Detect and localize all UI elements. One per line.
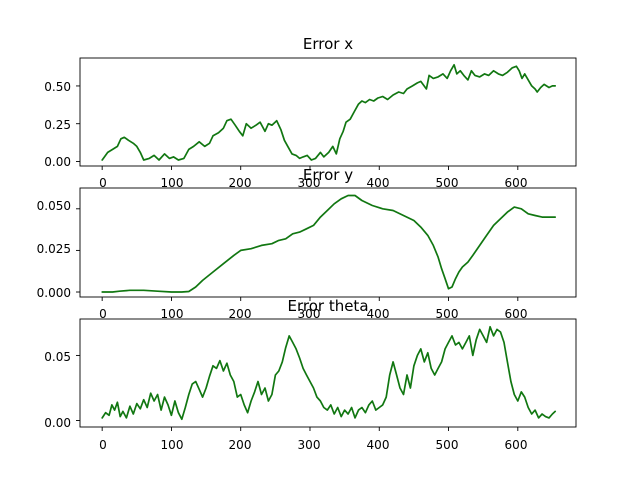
error-x-ytick-label: 0.25 — [44, 118, 71, 132]
error-y-plot-area — [76, 194, 557, 301]
error-y-xtick-label: 100 — [161, 307, 184, 321]
error-y-ytick-label: 0.025 — [37, 242, 71, 256]
error-x-plot-area — [76, 63, 557, 170]
error-y-title: Error y — [303, 166, 353, 184]
error-theta-ytick-label: 0.05 — [44, 350, 71, 364]
error-y-ytick-label: 0.000 — [37, 286, 71, 300]
error-x-xtick-label: 200 — [229, 176, 252, 190]
error-x-ytick-labels: 0.00 0.25 0.50 — [44, 80, 71, 169]
error-x-xtick-label: 600 — [505, 176, 528, 190]
error-theta-xtick-label: 300 — [298, 438, 321, 452]
error-x-ytick-label: 0.00 — [44, 155, 71, 169]
error-theta-xtick-label: 500 — [436, 438, 459, 452]
error-x-xtick-label: 300 — [298, 176, 321, 190]
error-y-xtick-label: 300 — [298, 307, 321, 321]
error-x-ytick-label: 0.50 — [44, 80, 71, 94]
error-x-axes-frame — [79, 57, 577, 167]
error-x-title: Error x — [303, 35, 353, 53]
error-theta-series-line — [101, 325, 557, 421]
error-x-xtick-label: 500 — [436, 176, 459, 190]
error-theta-panel: 0.00 0.05 0 100 200 300 400 500 600 Erro… — [44, 297, 577, 452]
error-x-xtick-label: 100 — [161, 176, 184, 190]
error-x-xtick-label: 400 — [367, 176, 390, 190]
error-theta-xtick-labels: 0 100 200 300 400 500 600 — [99, 438, 527, 452]
error-x-xtick-label: 0 — [99, 176, 107, 190]
error-theta-xtick-label: 100 — [161, 438, 184, 452]
error-y-series-line — [101, 194, 557, 293]
error-y-axes-frame — [79, 187, 577, 298]
error-theta-xtick-label: 400 — [367, 438, 390, 452]
error-theta-ytick-labels: 0.00 0.05 — [44, 350, 71, 430]
error-y-ytick-label: 0.050 — [37, 199, 71, 213]
error-theta-axes-frame — [79, 318, 577, 428]
error-theta-plot-area — [76, 325, 557, 431]
error-x-xtick-labels: 0 100 200 300 400 500 600 — [99, 176, 527, 190]
error-y-xtick-label: 200 — [229, 307, 252, 321]
error-y-xtick-label: 500 — [436, 307, 459, 321]
error-y-xtick-labels: 0 100 200 300 400 500 600 — [99, 307, 527, 321]
error-y-ytick-labels: 0.000 0.025 0.050 — [37, 199, 71, 300]
error-theta-xtick-label: 200 — [229, 438, 252, 452]
error-theta-xtick-label: 0 — [99, 438, 107, 452]
error-x-panel: Error x 0.00 0.25 0.50 0 100 200 300 400… — [44, 35, 577, 190]
error-theta-xtick-label: 600 — [505, 438, 528, 452]
error-theta-title: Error theta — [287, 297, 368, 315]
error-y-xtick-label: 400 — [367, 307, 390, 321]
error-x-series-line — [101, 63, 557, 161]
error-theta-ytick-label: 0.00 — [44, 416, 71, 430]
error-y-xtick-label: 600 — [505, 307, 528, 321]
error-y-panel: 0.000 0.025 0.050 0 100 200 300 400 500 … — [37, 166, 577, 321]
error-y-xtick-label: 0 — [99, 307, 107, 321]
